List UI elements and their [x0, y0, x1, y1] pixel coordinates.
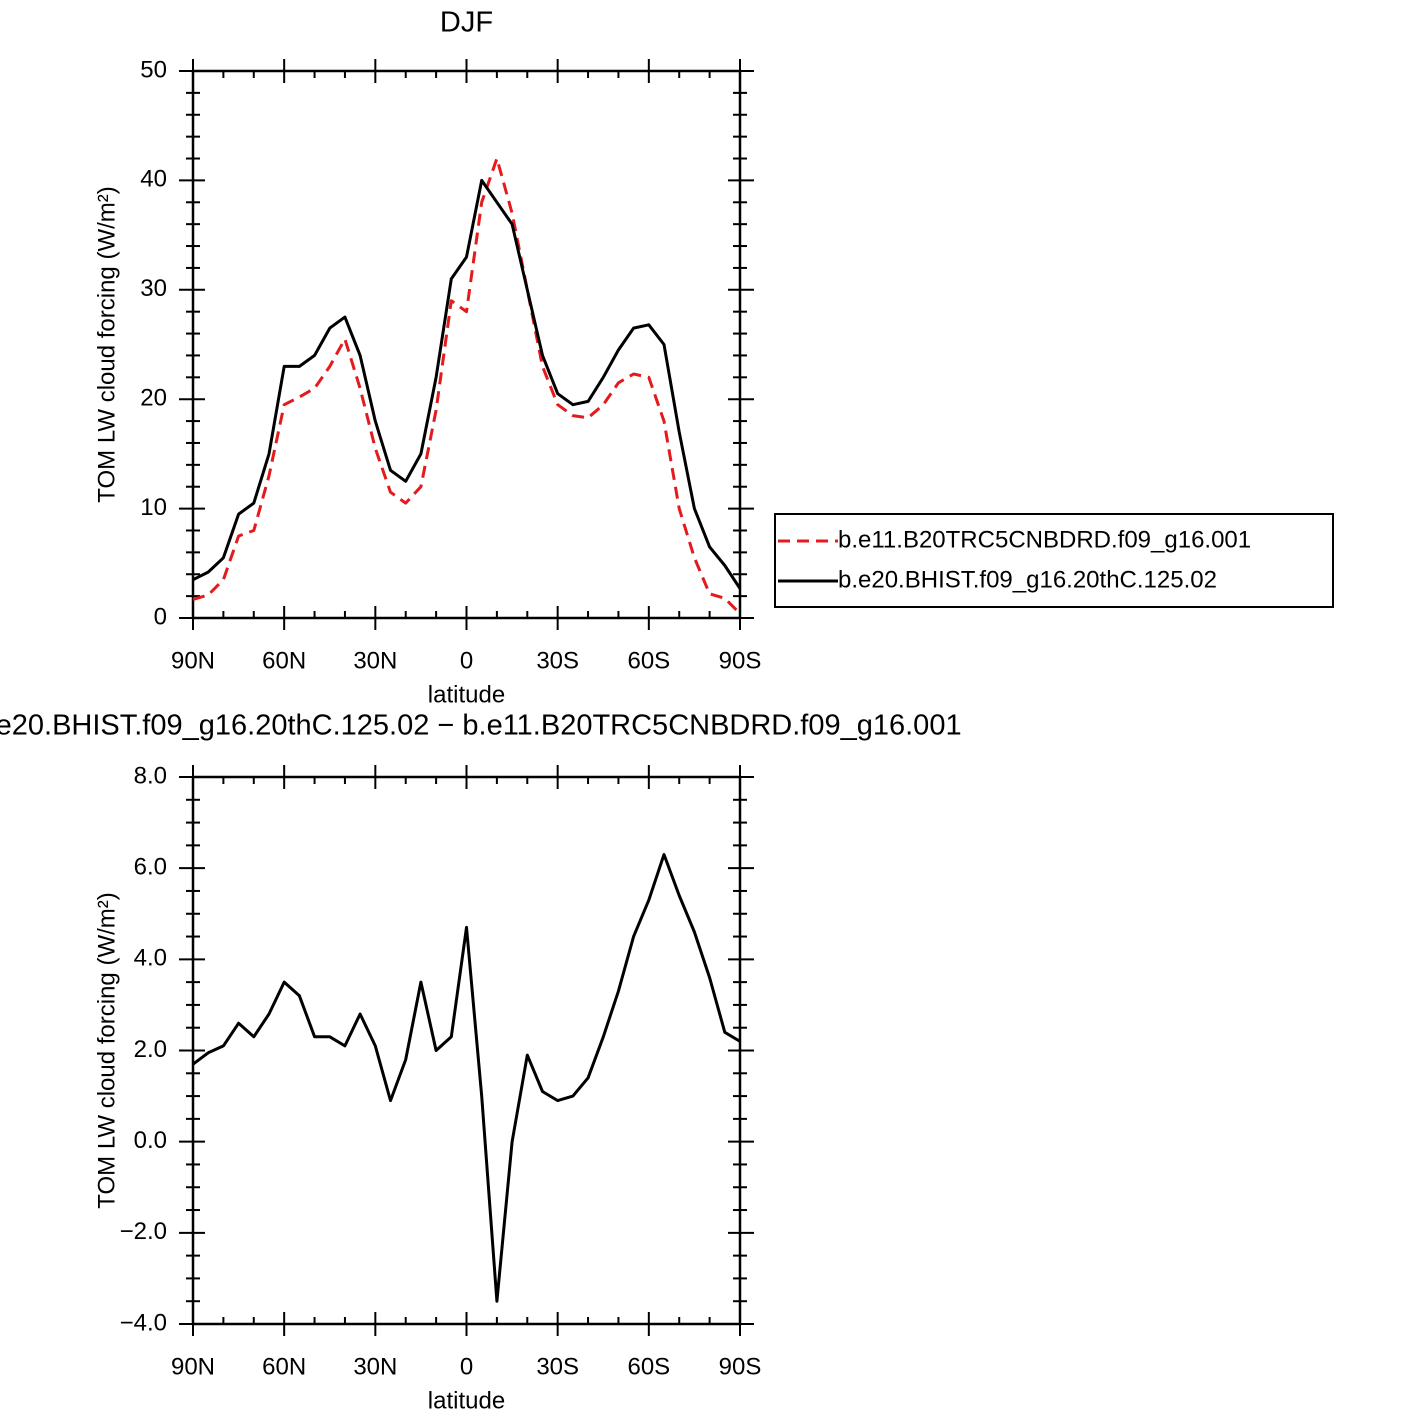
x-tick-label: 60N: [262, 647, 306, 674]
x-tick-label: 60N: [262, 1353, 306, 1380]
y-tick-label: −4.0: [120, 1309, 167, 1336]
x-tick-label: 90S: [719, 647, 762, 674]
x-tick-label: 30S: [536, 1353, 579, 1380]
x-tick-label: 90S: [719, 1353, 762, 1380]
data-line: [192, 157, 742, 615]
y-tick-label: 20: [140, 385, 167, 412]
y-tick-label: 2.0: [134, 1036, 167, 1063]
legend-box: [774, 513, 1334, 608]
y-tick-label: −2.0: [120, 1218, 167, 1245]
legend-label: b.e20.BHIST.f09_g16.20thC.125.02: [838, 566, 1217, 593]
y-tick-label: 30: [140, 275, 167, 302]
x-tick-label: 30S: [536, 647, 579, 674]
x-tick-label: 30N: [353, 1353, 397, 1380]
x-tick-label: 30N: [353, 647, 397, 674]
x-tick-label: 0: [460, 1353, 473, 1380]
y-axis-label: TOM LW cloud forcing (W/m²): [93, 186, 120, 502]
y-tick-label: 0.0: [134, 1127, 167, 1154]
legend-label: b.e11.B20TRC5CNBDRD.f09_g16.001: [838, 526, 1251, 553]
y-tick-label: 8.0: [134, 762, 167, 789]
y-tick-label: 0: [154, 603, 167, 630]
chart-title: b.e20.BHIST.f09_g16.20thC.125.02 − b.e11…: [0, 710, 962, 742]
x-tick-label: 0: [460, 647, 473, 674]
y-tick-label: 4.0: [134, 945, 167, 972]
data-line: [192, 853, 741, 1303]
y-tick-label: 10: [140, 494, 167, 521]
x-axis-label: latitude: [428, 1387, 505, 1414]
chart-title: DJF: [440, 7, 493, 39]
x-tick-label: 90N: [171, 647, 215, 674]
x-tick-label: 60S: [627, 1353, 670, 1380]
y-tick-label: 40: [140, 166, 167, 193]
plot-frame: [191, 775, 742, 1326]
x-tick-label: 60S: [627, 647, 670, 674]
plot-frame: [191, 69, 742, 620]
x-tick-label: 90N: [171, 1353, 215, 1380]
x-axis-label: latitude: [428, 681, 505, 708]
data-line: [192, 178, 742, 590]
y-axis-label: TOM LW cloud forcing (W/m²): [93, 892, 120, 1208]
y-tick-label: 50: [140, 56, 167, 83]
y-tick-label: 6.0: [134, 854, 167, 881]
